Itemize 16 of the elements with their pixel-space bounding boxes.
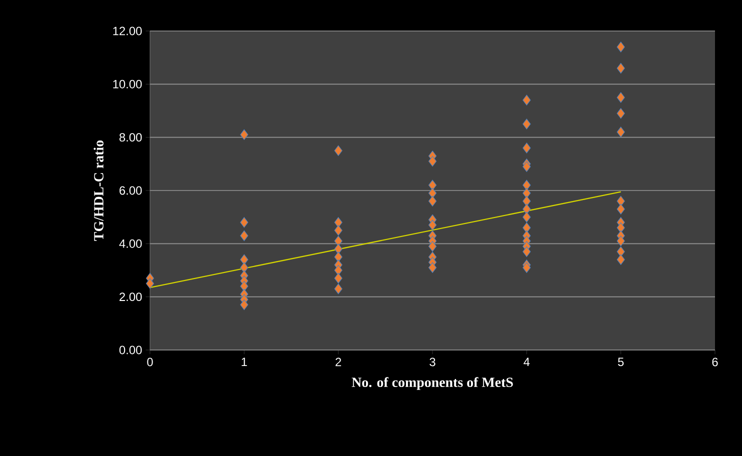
x-axis-title: No. of components of MetS (352, 377, 513, 390)
x-tick-label: 2 (336, 358, 342, 366)
y-tick-label: 8.00 (119, 133, 142, 142)
x-tick-label: 5 (618, 358, 624, 366)
x-tick-label: 0 (147, 358, 153, 366)
x-tick-label: 4 (524, 358, 530, 366)
y-tick-label: 0.00 (119, 346, 142, 354)
x-tick-label: 1 (242, 358, 247, 366)
y-tick-label: 2.00 (120, 292, 142, 302)
y-tick-label: 6.00 (120, 186, 142, 195)
x-tick-label: 6 (712, 358, 718, 366)
y-axis-title: TG/HDL-C ratio (94, 140, 104, 241)
y-tick-label: 12.00 (113, 26, 142, 36)
y-tick-label: 10.00 (113, 80, 142, 88)
x-tick-label: 3 (430, 358, 436, 366)
y-tick-label: 4.00 (119, 239, 142, 248)
